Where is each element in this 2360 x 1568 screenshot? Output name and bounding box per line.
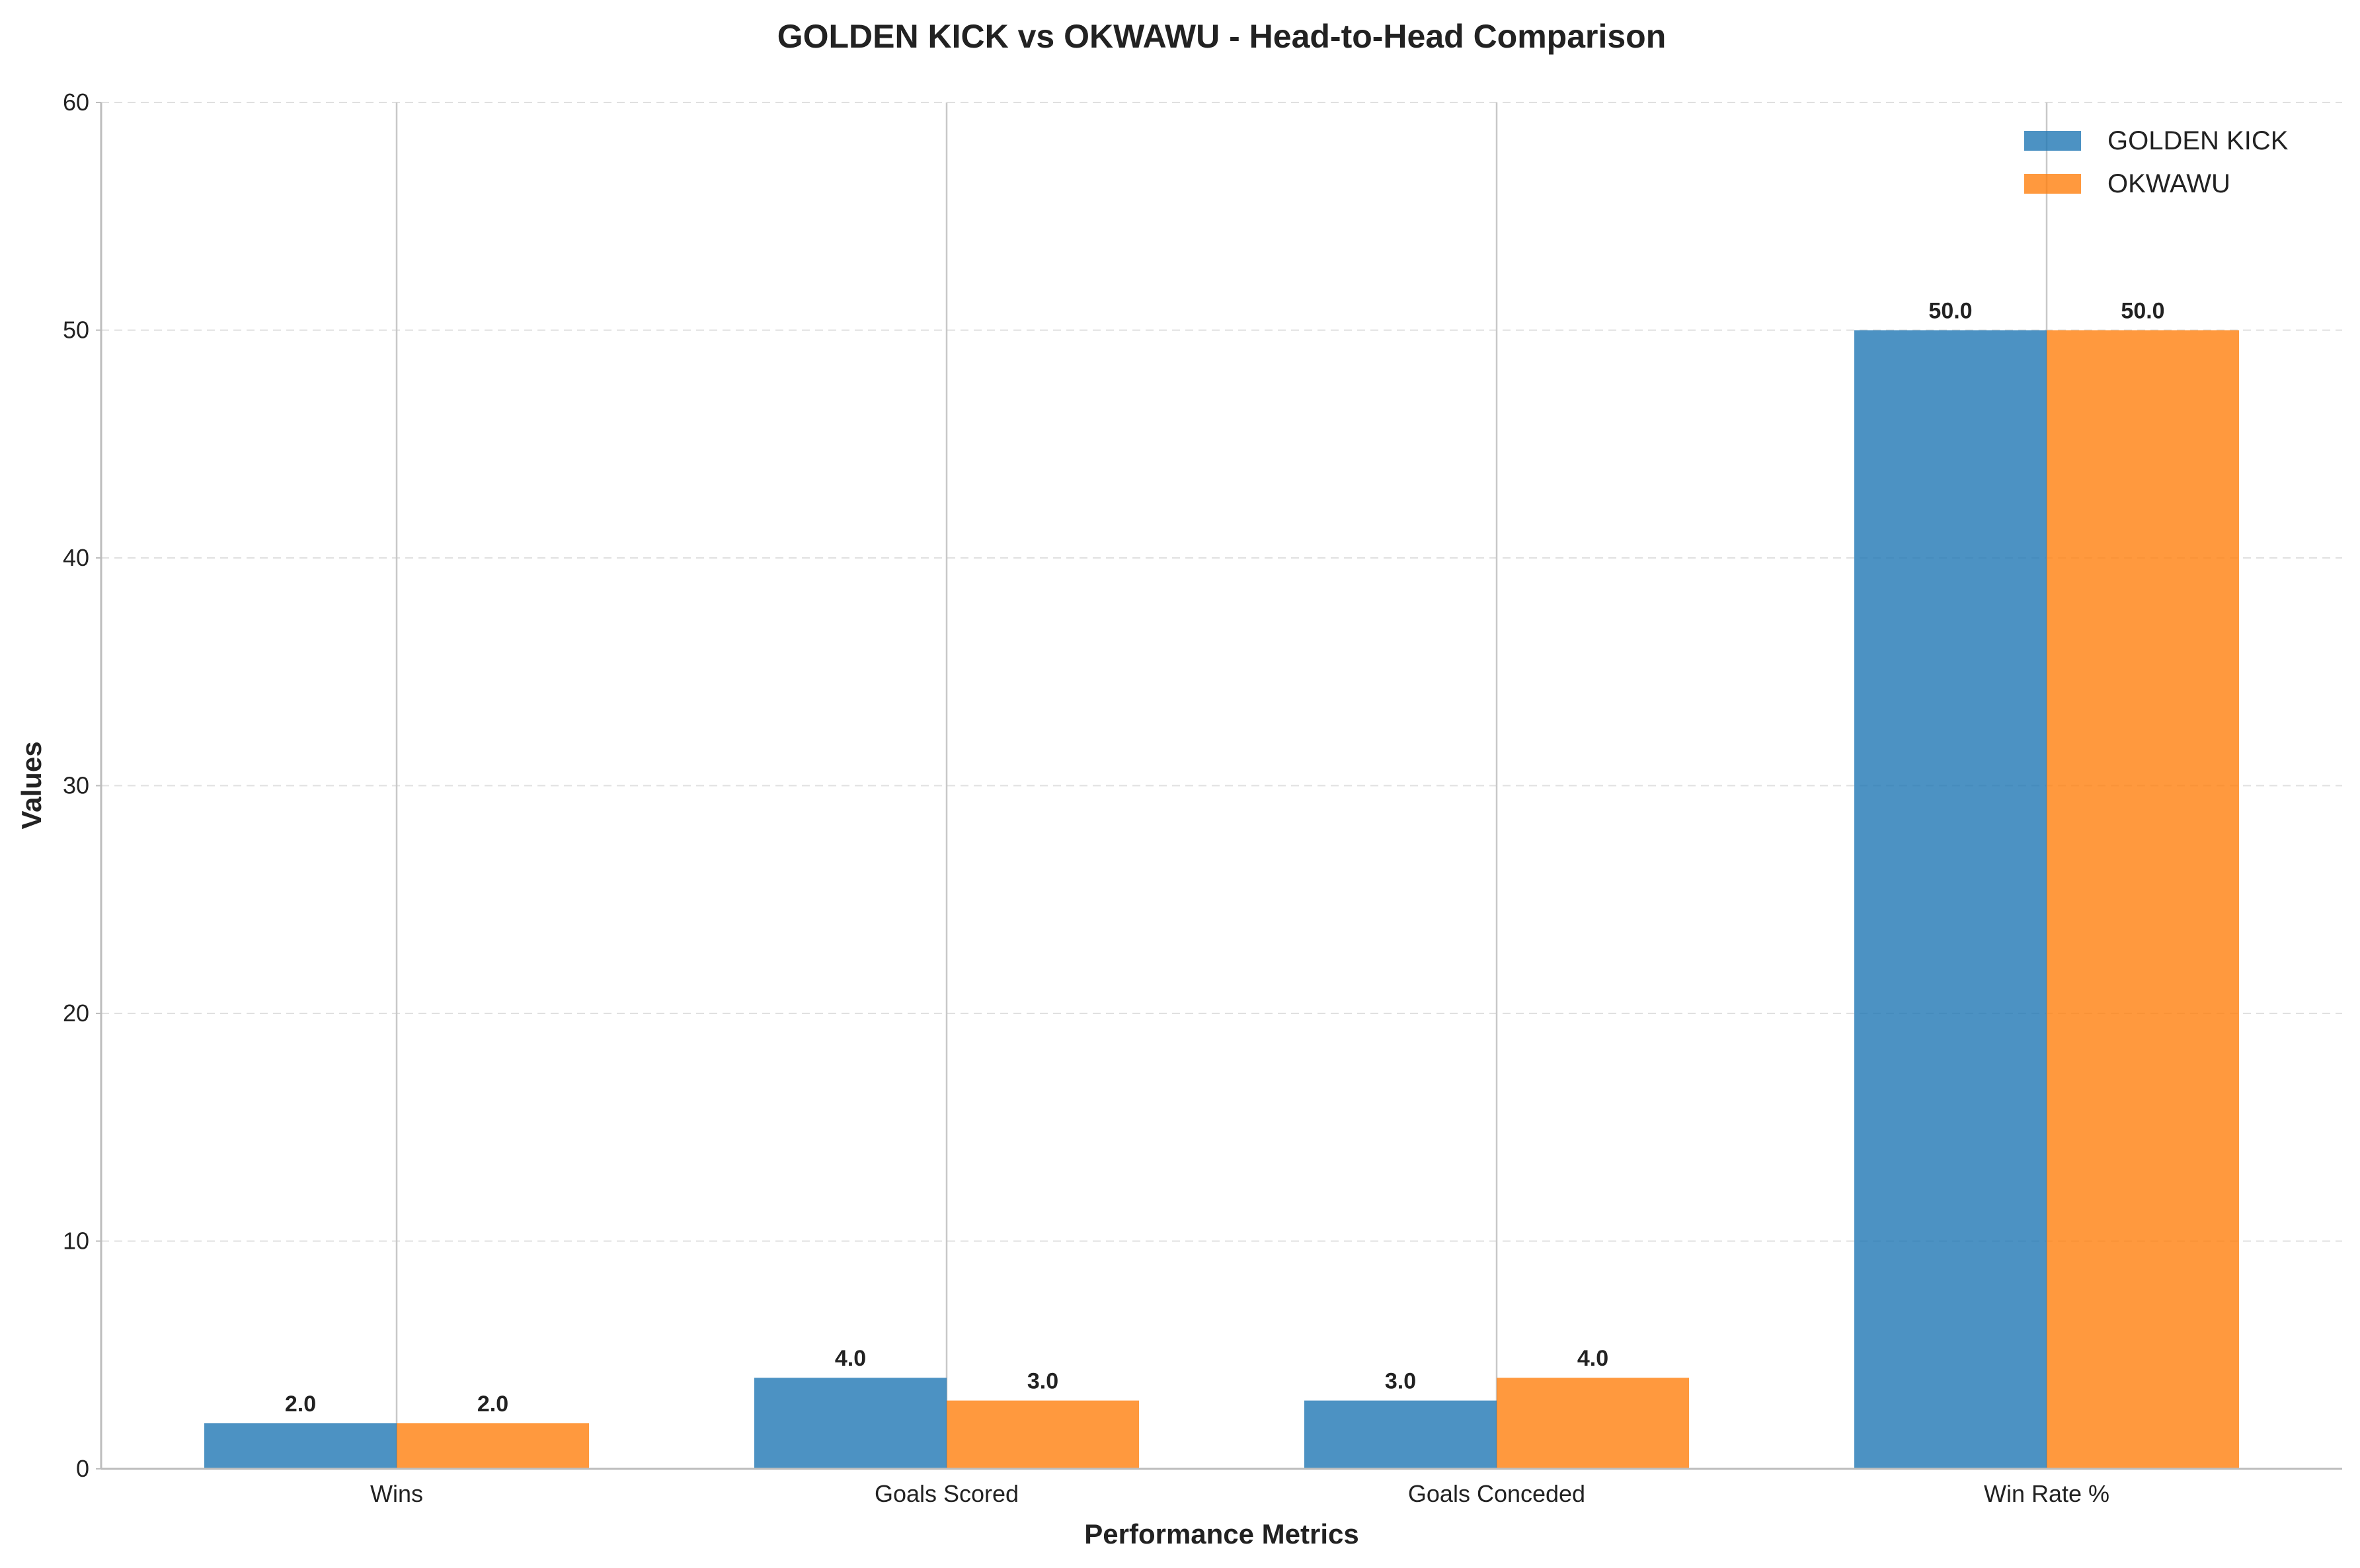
- bar: [947, 1400, 1139, 1469]
- bars-group: [204, 330, 2239, 1469]
- y-tick-label: 30: [63, 772, 89, 799]
- legend-label: OKWAWU: [2107, 169, 2230, 198]
- data-labels-group: 2.0 4.0 3.0 50.0 2.0 3.0 4.0 50.0: [285, 299, 2165, 1417]
- x-tick-label: Wins: [370, 1480, 423, 1507]
- y-axis-label: Values: [16, 741, 47, 829]
- data-label: 50.0: [2121, 299, 2164, 324]
- data-label: 4.0: [1577, 1346, 1608, 1371]
- y-tick-label: 50: [63, 317, 89, 344]
- data-label: 3.0: [1385, 1369, 1416, 1394]
- y-tick-label: 60: [63, 89, 89, 116]
- chart-title: GOLDEN KICK vs OKWAWU - Head-to-Head Com…: [777, 18, 1667, 55]
- bar: [1854, 330, 2047, 1469]
- bar: [397, 1423, 589, 1469]
- bar: [204, 1423, 397, 1469]
- x-axis-label: Performance Metrics: [1084, 1518, 1359, 1549]
- bar: [1497, 1378, 1689, 1469]
- data-label: 2.0: [285, 1392, 316, 1417]
- x-tick-label: Win Rate %: [1984, 1480, 2109, 1507]
- data-label: 50.0: [1928, 299, 1972, 324]
- legend-label: GOLDEN KICK: [2107, 126, 2289, 155]
- legend-swatch: [2024, 174, 2081, 194]
- data-label: 2.0: [477, 1392, 508, 1417]
- data-label: 3.0: [1027, 1369, 1058, 1394]
- y-tick-labels: 0 10 20 30 40 50 60: [63, 89, 101, 1482]
- y-tick-label: 40: [63, 544, 89, 571]
- y-tick-label: 20: [63, 1000, 89, 1027]
- bar: [754, 1378, 947, 1469]
- legend: GOLDEN KICK OKWAWU: [2024, 126, 2289, 198]
- x-tick-label: Goals Scored: [875, 1480, 1019, 1507]
- data-label: 4.0: [835, 1346, 866, 1371]
- y-tick-label: 0: [76, 1455, 89, 1482]
- bar: [2047, 330, 2239, 1469]
- y-tick-label: 10: [63, 1228, 89, 1255]
- x-tick-labels: Wins Goals Scored Goals Conceded Win Rate %: [370, 1480, 2109, 1507]
- x-tick-label: Goals Conceded: [1408, 1480, 1585, 1507]
- bar: [1304, 1400, 1497, 1469]
- legend-swatch: [2024, 131, 2081, 151]
